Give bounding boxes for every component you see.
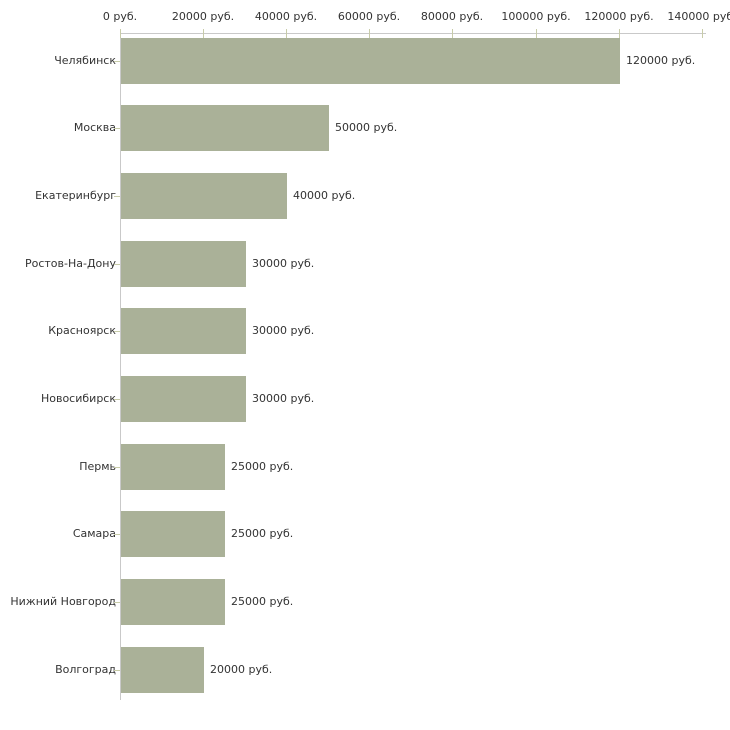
- bar: [121, 444, 225, 490]
- category-label: Пермь: [79, 460, 116, 473]
- bar-value-label: 120000 руб.: [626, 54, 696, 67]
- x-axis-tick-label: 20000 руб.: [171, 10, 235, 23]
- category-tick: [114, 670, 120, 671]
- bar-value-label: 50000 руб.: [335, 121, 398, 134]
- bar: [121, 579, 225, 625]
- x-axis-tick: [536, 29, 537, 38]
- category-tick: [114, 196, 120, 197]
- bar-value-label: 40000 руб.: [293, 189, 356, 202]
- bar: [121, 647, 204, 693]
- x-axis-tick-label: 40000 руб.: [254, 10, 318, 23]
- bar-value-label: 30000 руб.: [252, 257, 315, 270]
- bar: [121, 38, 620, 84]
- category-tick: [114, 128, 120, 129]
- x-axis-tick: [369, 29, 370, 38]
- category-label: Волгоград: [55, 663, 116, 676]
- category-tick: [114, 331, 120, 332]
- category-label: Нижний Новгород: [10, 595, 116, 608]
- category-label: Челябинск: [54, 54, 116, 67]
- bar: [121, 511, 225, 557]
- category-label: Москва: [73, 121, 116, 134]
- category-tick: [114, 602, 120, 603]
- x-axis-tick-label: 120000 руб.: [584, 10, 654, 23]
- category-label: Новосибирск: [40, 392, 116, 405]
- bar: [121, 376, 246, 422]
- x-axis-line: [120, 33, 706, 34]
- x-axis-tick: [452, 29, 453, 38]
- x-axis-tick: [203, 29, 204, 38]
- y-axis-line: [120, 33, 121, 700]
- category-tick: [114, 534, 120, 535]
- bar-value-label: 20000 руб.: [210, 663, 273, 676]
- bar: [121, 105, 329, 151]
- bar-value-label: 30000 руб.: [252, 324, 315, 337]
- bar-value-label: 25000 руб.: [231, 527, 294, 540]
- x-axis-tick: [120, 29, 121, 38]
- category-tick: [114, 61, 120, 62]
- category-tick: [114, 399, 120, 400]
- x-axis-tick: [702, 29, 703, 38]
- x-axis-tick-label: 100000 руб.: [501, 10, 571, 23]
- x-axis-tick-label: 80000 руб.: [420, 10, 484, 23]
- category-label: Екатеринбург: [35, 189, 116, 202]
- category-tick: [114, 467, 120, 468]
- bar-value-label: 25000 руб.: [231, 595, 294, 608]
- bar: [121, 308, 246, 354]
- bar-value-label: 30000 руб.: [252, 392, 315, 405]
- category-label: Красноярск: [48, 324, 116, 337]
- bar-value-label: 25000 руб.: [231, 460, 294, 473]
- x-axis-tick-label: 140000 руб.: [667, 10, 730, 23]
- x-axis-tick-label: 60000 руб.: [337, 10, 401, 23]
- category-tick: [114, 264, 120, 265]
- bar: [121, 173, 287, 219]
- x-axis-tick: [619, 29, 620, 38]
- x-axis-tick-label: 0 руб.: [102, 10, 138, 23]
- x-axis-tick: [286, 29, 287, 38]
- bar: [121, 241, 246, 287]
- category-label: Ростов-На-Дону: [24, 257, 116, 270]
- category-label: Самара: [72, 527, 116, 540]
